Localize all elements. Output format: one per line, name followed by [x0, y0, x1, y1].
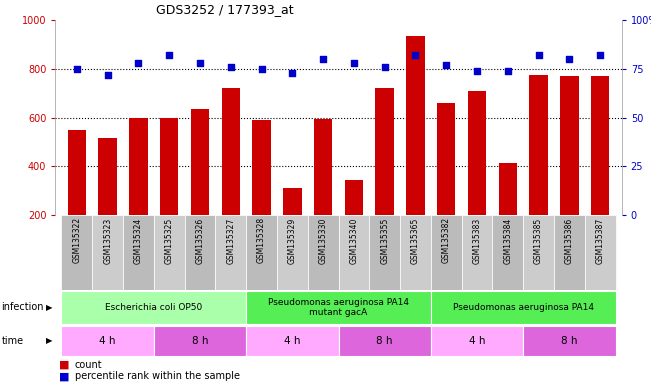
- Text: 8 h: 8 h: [561, 336, 577, 346]
- Text: GSM135355: GSM135355: [380, 217, 389, 264]
- FancyBboxPatch shape: [523, 326, 616, 356]
- Point: [102, 71, 113, 78]
- Point: [287, 70, 298, 76]
- FancyBboxPatch shape: [339, 215, 369, 290]
- Point: [164, 52, 174, 58]
- FancyBboxPatch shape: [339, 326, 431, 356]
- Text: GSM135387: GSM135387: [596, 217, 605, 263]
- Text: 4 h: 4 h: [100, 336, 116, 346]
- Point: [533, 52, 544, 58]
- Point: [226, 64, 236, 70]
- Text: GDS3252 / 177393_at: GDS3252 / 177393_at: [156, 3, 294, 16]
- Bar: [437, 103, 456, 264]
- FancyBboxPatch shape: [61, 215, 92, 290]
- Point: [318, 56, 328, 62]
- FancyBboxPatch shape: [554, 215, 585, 290]
- Bar: [314, 119, 333, 264]
- FancyBboxPatch shape: [462, 215, 492, 290]
- Text: GSM135340: GSM135340: [350, 217, 359, 264]
- Text: GSM135328: GSM135328: [257, 217, 266, 263]
- Text: GSM135384: GSM135384: [503, 217, 512, 263]
- Text: 4 h: 4 h: [469, 336, 485, 346]
- Bar: [344, 180, 363, 264]
- Point: [133, 60, 144, 66]
- Point: [380, 64, 390, 70]
- Text: count: count: [75, 359, 102, 369]
- Text: Pseudomonas aeruginosa PA14: Pseudomonas aeruginosa PA14: [452, 303, 594, 312]
- Bar: [191, 109, 209, 264]
- Point: [256, 66, 267, 72]
- Text: GSM135325: GSM135325: [165, 217, 174, 263]
- Text: GSM135365: GSM135365: [411, 217, 420, 264]
- Text: 4 h: 4 h: [284, 336, 301, 346]
- Point: [349, 60, 359, 66]
- Point: [410, 52, 421, 58]
- Bar: [160, 118, 178, 264]
- Bar: [221, 88, 240, 264]
- FancyBboxPatch shape: [246, 291, 431, 324]
- Bar: [591, 76, 609, 264]
- Text: GSM135385: GSM135385: [534, 217, 543, 263]
- FancyBboxPatch shape: [400, 215, 431, 290]
- FancyBboxPatch shape: [369, 215, 400, 290]
- FancyBboxPatch shape: [246, 215, 277, 290]
- Text: GSM135323: GSM135323: [103, 217, 112, 263]
- Text: GSM135326: GSM135326: [195, 217, 204, 263]
- Text: GSM135324: GSM135324: [134, 217, 143, 263]
- Point: [564, 56, 575, 62]
- Text: ▶: ▶: [46, 303, 52, 312]
- FancyBboxPatch shape: [123, 215, 154, 290]
- Bar: [560, 76, 579, 264]
- Text: time: time: [1, 336, 23, 346]
- FancyBboxPatch shape: [431, 291, 616, 324]
- Bar: [376, 88, 394, 264]
- Text: 8 h: 8 h: [192, 336, 208, 346]
- Text: ▶: ▶: [46, 336, 52, 346]
- FancyBboxPatch shape: [523, 215, 554, 290]
- FancyBboxPatch shape: [277, 215, 308, 290]
- Text: GSM135382: GSM135382: [442, 217, 450, 263]
- Bar: [468, 91, 486, 264]
- FancyBboxPatch shape: [585, 215, 616, 290]
- Text: GSM135330: GSM135330: [318, 217, 327, 264]
- Bar: [499, 162, 517, 264]
- FancyBboxPatch shape: [431, 326, 523, 356]
- Point: [441, 62, 451, 68]
- Bar: [406, 36, 424, 264]
- FancyBboxPatch shape: [154, 326, 246, 356]
- FancyBboxPatch shape: [61, 326, 154, 356]
- Bar: [529, 75, 548, 264]
- FancyBboxPatch shape: [431, 215, 462, 290]
- Point: [72, 66, 82, 72]
- Point: [195, 60, 205, 66]
- FancyBboxPatch shape: [154, 215, 185, 290]
- Bar: [283, 188, 301, 264]
- Text: Escherichia coli OP50: Escherichia coli OP50: [105, 303, 202, 312]
- Point: [472, 68, 482, 74]
- Text: GSM135327: GSM135327: [227, 217, 235, 263]
- FancyBboxPatch shape: [215, 215, 246, 290]
- Point: [503, 68, 513, 74]
- Text: GSM135329: GSM135329: [288, 217, 297, 263]
- Bar: [129, 118, 148, 264]
- Point: [595, 52, 605, 58]
- Text: 8 h: 8 h: [376, 336, 393, 346]
- Bar: [68, 130, 86, 264]
- Text: GSM135386: GSM135386: [565, 217, 574, 263]
- FancyBboxPatch shape: [492, 215, 523, 290]
- Text: ■: ■: [59, 371, 69, 381]
- Text: GSM135322: GSM135322: [72, 217, 81, 263]
- Text: percentile rank within the sample: percentile rank within the sample: [75, 371, 240, 381]
- FancyBboxPatch shape: [61, 291, 246, 324]
- Bar: [253, 120, 271, 264]
- FancyBboxPatch shape: [185, 215, 215, 290]
- Text: ■: ■: [59, 359, 69, 369]
- FancyBboxPatch shape: [92, 215, 123, 290]
- Text: GSM135383: GSM135383: [473, 217, 482, 263]
- Text: Pseudomonas aeruginosa PA14
mutant gacA: Pseudomonas aeruginosa PA14 mutant gacA: [268, 298, 409, 317]
- Bar: [98, 138, 117, 264]
- FancyBboxPatch shape: [308, 215, 339, 290]
- Text: infection: infection: [1, 303, 44, 313]
- FancyBboxPatch shape: [246, 326, 339, 356]
